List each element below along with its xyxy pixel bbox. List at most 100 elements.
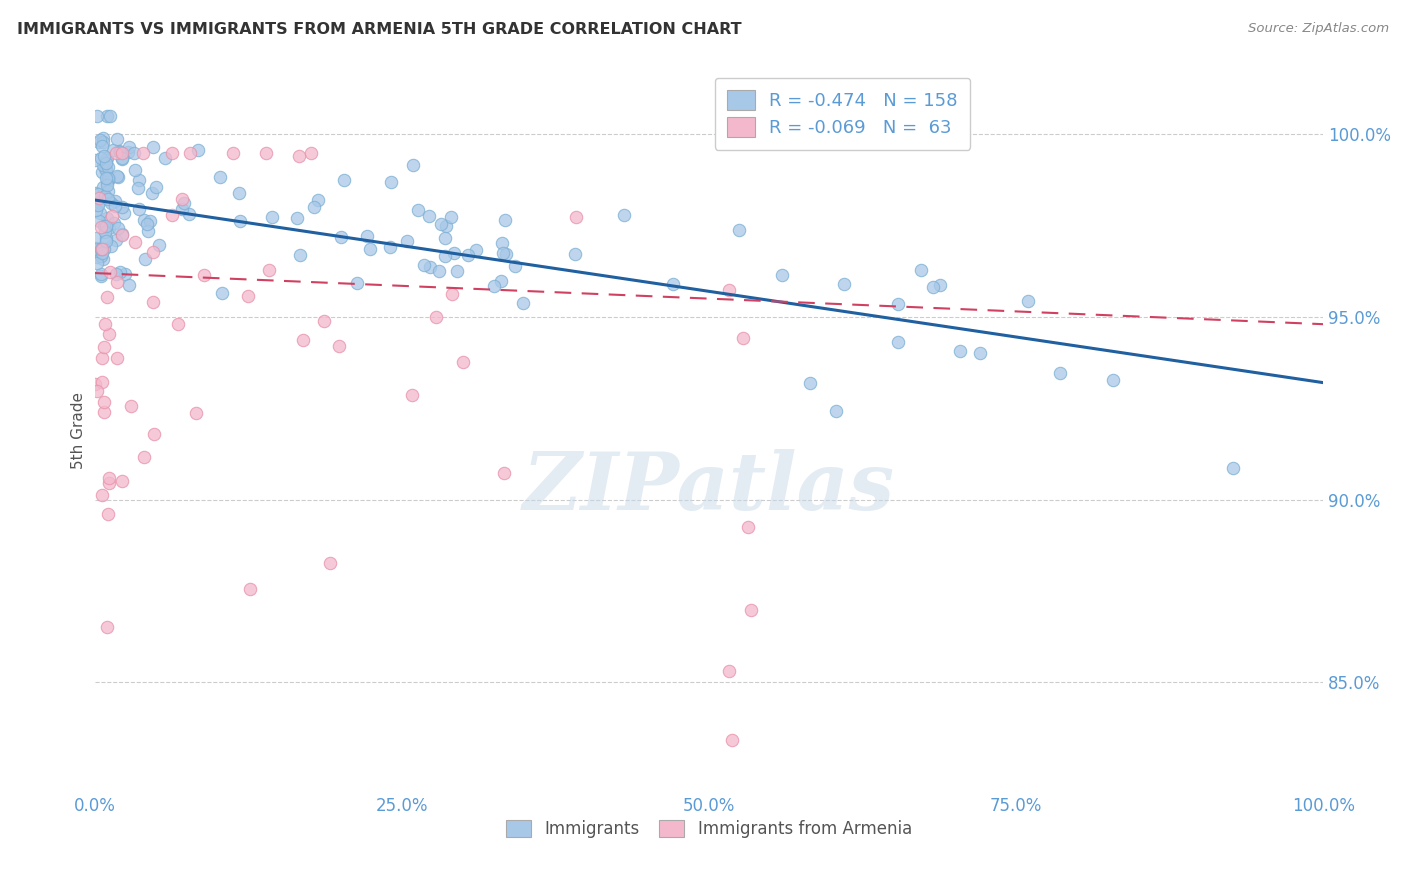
Point (90, 242, 112, 256)
Point (108, 265, 131, 279)
Point (329, 229, 352, 244)
Point (187, 143, 209, 157)
Point (86, 250, 108, 264)
Point (90, 268, 112, 283)
Point (120, 400, 142, 414)
Point (87, 214, 110, 228)
Point (89, 249, 111, 263)
Point (90, 165, 112, 179)
Point (117, 277, 139, 292)
Point (395, 234, 418, 248)
Point (107, 221, 129, 235)
Point (401, 388, 423, 402)
Point (737, 520, 759, 534)
Point (1049, 366, 1071, 380)
Point (93, 405, 115, 419)
Point (170, 202, 193, 216)
Point (89, 206, 111, 220)
Point (111, 227, 134, 242)
Point (145, 180, 167, 194)
Point (832, 277, 855, 291)
Point (100, 239, 122, 253)
Point (90, 246, 112, 260)
Text: ZIPatlas: ZIPatlas (523, 450, 894, 526)
Point (451, 355, 474, 369)
Point (160, 145, 183, 160)
Point (193, 268, 215, 282)
Point (430, 217, 453, 231)
Point (446, 264, 468, 278)
Point (94, 318, 117, 332)
Point (222, 145, 245, 160)
Point (257, 263, 280, 277)
Point (90, 351, 112, 365)
Point (288, 248, 311, 262)
Point (107, 169, 129, 184)
Point (239, 582, 262, 596)
Point (356, 228, 378, 243)
Point (104, 233, 127, 247)
Point (94, 163, 117, 178)
Point (97, 192, 120, 206)
Point (104, 194, 127, 208)
Legend: R = -0.474   N = 158, R = -0.069   N =  63: R = -0.474 N = 158, R = -0.069 N = 63 (714, 78, 970, 150)
Point (179, 145, 201, 160)
Point (93, 225, 115, 239)
Point (118, 140, 141, 154)
Point (136, 217, 159, 231)
Point (117, 145, 139, 159)
Point (83, 153, 105, 167)
Point (721, 733, 744, 747)
Point (662, 277, 685, 292)
Point (97, 172, 120, 186)
Point (132, 213, 155, 227)
Point (90, 375, 112, 389)
Point (90, 488, 112, 502)
Point (136, 224, 159, 238)
Point (134, 450, 156, 464)
Point (565, 211, 588, 225)
Point (464, 243, 486, 257)
Point (412, 259, 434, 273)
Point (128, 173, 150, 187)
Point (86, 109, 108, 123)
Point (494, 467, 516, 481)
Point (93, 242, 115, 256)
Text: IMMIGRANTS VS IMMIGRANTS FROM ARMENIA 5TH GRADE CORRELATION CHART: IMMIGRANTS VS IMMIGRANTS FROM ARMENIA 5T… (17, 22, 741, 37)
Point (770, 268, 793, 282)
Point (101, 143, 124, 157)
Point (482, 279, 505, 293)
Point (564, 247, 586, 261)
Point (228, 186, 250, 201)
Point (96, 153, 118, 168)
Point (717, 284, 740, 298)
Point (104, 198, 127, 212)
Point (312, 314, 335, 328)
Point (90, 219, 112, 234)
Point (186, 406, 208, 420)
Point (84, 198, 107, 212)
Point (494, 213, 516, 227)
Point (167, 317, 190, 331)
Point (105, 145, 128, 160)
Point (613, 208, 636, 222)
Point (97, 507, 120, 521)
Point (122, 145, 145, 160)
Point (93, 394, 115, 409)
Point (84, 241, 107, 255)
Point (97, 184, 120, 198)
Point (142, 427, 165, 442)
Point (288, 149, 311, 163)
Point (141, 295, 163, 310)
Point (94, 162, 117, 177)
Point (380, 175, 402, 189)
Point (111, 151, 134, 165)
Point (328, 339, 350, 353)
Point (96, 211, 118, 226)
Point (260, 210, 283, 224)
Point (91, 130, 114, 145)
Point (299, 145, 322, 160)
Point (87, 198, 110, 212)
Point (105, 169, 128, 183)
Y-axis label: 5th Grade: 5th Grade (72, 392, 86, 468)
